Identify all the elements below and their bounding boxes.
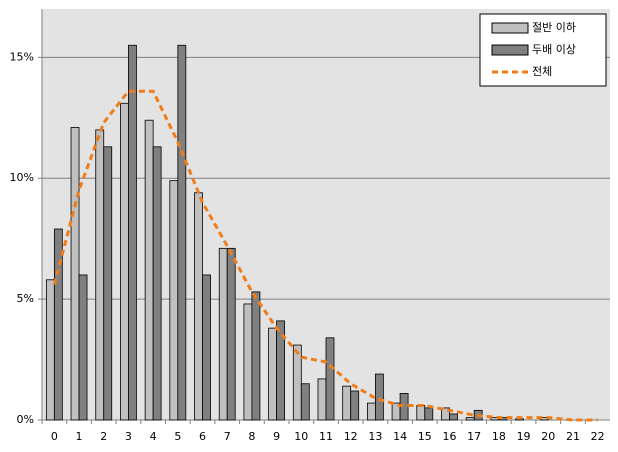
x-tick-label: 3 <box>125 430 132 443</box>
bar <box>268 327 278 421</box>
y-tick-label: 0% <box>17 413 34 426</box>
x-tick-label: 2 <box>100 430 107 443</box>
x-tick-label: 0 <box>51 430 58 443</box>
x-tick-label: 1 <box>76 430 83 443</box>
bar <box>95 129 105 421</box>
line <box>52 89 598 422</box>
bar <box>152 146 162 421</box>
x-tick-label: 17 <box>467 430 481 443</box>
bar <box>218 247 228 421</box>
y-tick-label: 15% <box>10 50 34 63</box>
legend-label: 전체 <box>532 65 552 78</box>
bar <box>317 378 327 421</box>
bar <box>70 127 80 421</box>
x-tick-label: 22 <box>591 430 605 443</box>
x-tick-label: 9 <box>273 430 280 443</box>
y-tick-label: 5% <box>17 292 34 305</box>
bar <box>325 337 335 421</box>
x-tick-label: 14 <box>393 430 407 443</box>
legend-label: 절반 이하 <box>532 20 576 34</box>
x-tick-label: 5 <box>174 430 181 443</box>
bar <box>169 180 179 421</box>
bar <box>449 413 458 421</box>
bar <box>202 274 211 421</box>
bar <box>300 383 310 421</box>
x-tick-label: 10 <box>294 430 308 443</box>
legend-swatch <box>491 22 529 34</box>
bar <box>350 390 360 421</box>
bar <box>226 247 236 421</box>
x-tick-label: 8 <box>248 430 255 443</box>
bar <box>53 228 63 421</box>
bar <box>243 303 253 421</box>
bar <box>366 402 376 421</box>
x-tick-label: 19 <box>517 430 531 443</box>
bar <box>342 385 352 421</box>
bar <box>424 407 434 421</box>
x-tick-label: 7 <box>224 430 231 443</box>
bar <box>465 417 475 421</box>
bar <box>251 291 261 421</box>
x-tick-label: 15 <box>418 430 432 443</box>
x-tick-label: 13 <box>368 430 382 443</box>
bar <box>103 146 113 421</box>
x-tick-label: 4 <box>150 430 157 443</box>
bar <box>120 102 129 421</box>
bar <box>177 44 187 421</box>
legend-swatch <box>491 44 529 56</box>
x-tick-label: 18 <box>492 430 506 443</box>
y-tick-label: 10% <box>10 171 34 184</box>
bar <box>276 320 286 421</box>
x-tick-label: 16 <box>442 430 456 443</box>
bar <box>78 274 88 421</box>
bar <box>292 344 302 421</box>
bar <box>128 44 137 421</box>
bar <box>45 279 55 421</box>
bar <box>194 192 203 421</box>
bar <box>144 119 154 421</box>
x-tick-label: 21 <box>566 430 580 443</box>
bar <box>374 373 384 421</box>
x-tick-label: 6 <box>199 430 206 443</box>
legend-label: 두배 이상 <box>532 43 576 56</box>
x-tick-label: 12 <box>344 430 358 443</box>
x-tick-label: 11 <box>319 430 333 443</box>
x-tick-label: 20 <box>541 430 555 443</box>
bar <box>416 405 426 421</box>
